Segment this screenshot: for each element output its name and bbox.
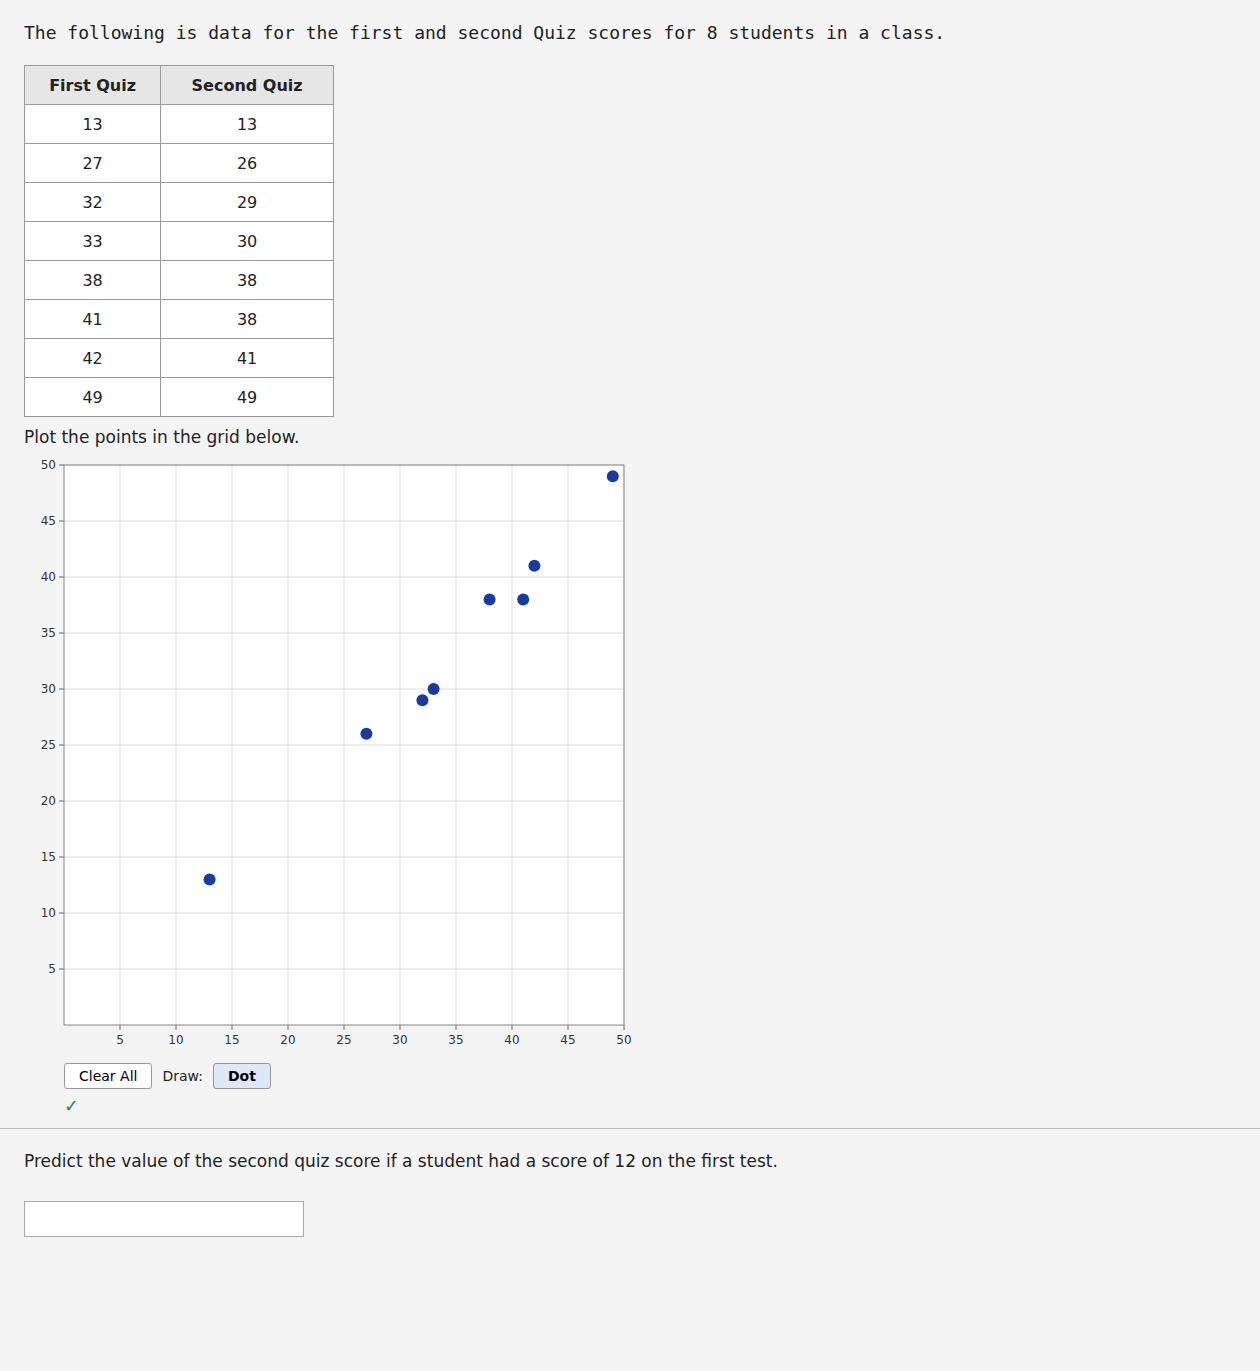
grid-line-y	[64, 969, 624, 970]
grid-line-y	[64, 801, 624, 802]
instruction: Plot the points in the grid below.	[24, 427, 1236, 447]
table-cell: 32	[25, 183, 161, 222]
tick-y	[59, 913, 64, 914]
title: The following is data for the first and …	[24, 22, 1236, 43]
tick-x	[624, 1025, 625, 1030]
table-cell: 38	[161, 261, 334, 300]
tick-x	[120, 1025, 121, 1030]
grid-line-y	[64, 577, 624, 578]
tick-label-x: 25	[336, 1033, 351, 1047]
tick-x	[176, 1025, 177, 1030]
grid-line-y	[64, 857, 624, 858]
tick-y	[59, 857, 64, 858]
button-row: Clear All Draw: Dot	[64, 1063, 1236, 1089]
draw-label: Draw:	[162, 1068, 203, 1084]
checkmark: ✓	[64, 1095, 1236, 1116]
tick-label-y: 15	[41, 850, 56, 864]
grid-line-y	[64, 521, 624, 522]
point	[360, 728, 372, 740]
tick-label-x: 45	[560, 1033, 575, 1047]
table-cell: 41	[161, 339, 334, 378]
tick-x	[512, 1025, 513, 1030]
table-cell: 26	[161, 144, 334, 183]
tick-label-y: 5	[48, 962, 56, 976]
tick-y	[59, 801, 64, 802]
table-row: 1313	[25, 105, 334, 144]
tick-y	[59, 521, 64, 522]
tick-label-x: 20	[280, 1033, 295, 1047]
point	[416, 694, 428, 706]
grid-line-y	[64, 633, 624, 634]
scatter-plot: 5 10 15 20 25 30 35 40 45 50 5 10 15 20 25 30 35 40 45 50	[24, 455, 644, 1055]
table-cell: 38	[161, 300, 334, 339]
point	[204, 873, 216, 885]
tick-label-y: 40	[41, 570, 56, 584]
tick-label-y: 50	[41, 458, 56, 472]
tick-label-x: 15	[224, 1033, 239, 1047]
tick-label-y: 25	[41, 738, 56, 752]
tick-label-y: 10	[41, 906, 56, 920]
tick-label-y: 30	[41, 682, 56, 696]
tick-x	[456, 1025, 457, 1030]
tick-x	[344, 1025, 345, 1030]
tick-label-y: 45	[41, 514, 56, 528]
table-header: First Quiz	[25, 66, 161, 105]
table-row: 2726	[25, 144, 334, 183]
table-cell: 30	[161, 222, 334, 261]
plot-frame	[64, 465, 624, 1025]
table-cell: 41	[25, 300, 161, 339]
table-row: 3838	[25, 261, 334, 300]
tick-y	[59, 577, 64, 578]
tick-label-x: 10	[168, 1033, 183, 1047]
table-row: 4949	[25, 378, 334, 417]
separator	[0, 1128, 1260, 1129]
predict-question: Predict the value of the second quiz sco…	[24, 1151, 1236, 1171]
tick-label-x: 40	[504, 1033, 519, 1047]
tick-label-y: 20	[41, 794, 56, 808]
tick-y	[59, 745, 64, 746]
point	[517, 593, 529, 605]
table-cell: 42	[25, 339, 161, 378]
point	[528, 560, 540, 572]
grid-line-y	[64, 913, 624, 914]
table-row: 4241	[25, 339, 334, 378]
point	[484, 593, 496, 605]
point	[428, 683, 440, 695]
tick-label-x: 30	[392, 1033, 407, 1047]
table-row: 4138	[25, 300, 334, 339]
tick-x	[288, 1025, 289, 1030]
grid-line-y	[64, 745, 624, 746]
tick-y	[59, 465, 64, 466]
table-cell: 38	[25, 261, 161, 300]
tick-x	[568, 1025, 569, 1030]
clear-button[interactable]: Clear All	[64, 1063, 152, 1089]
tick-y	[59, 689, 64, 690]
table-cell: 49	[25, 378, 161, 417]
table-cell: 13	[25, 105, 161, 144]
grid-line-y	[64, 689, 624, 690]
tick-x	[232, 1025, 233, 1030]
tick-y	[59, 633, 64, 634]
table-cell: 29	[161, 183, 334, 222]
point	[607, 470, 619, 482]
table-cell: 13	[161, 105, 334, 144]
tick-label-x: 35	[448, 1033, 463, 1047]
answer-box[interactable]	[24, 1201, 304, 1237]
table-row: 3229	[25, 183, 334, 222]
dot-button[interactable]: Dot	[213, 1063, 271, 1089]
points	[204, 470, 619, 885]
table-row: 3330	[25, 222, 334, 261]
tick-x	[400, 1025, 401, 1030]
table-header: Second Quiz	[161, 66, 334, 105]
data-table: First QuizSecond Quiz1313272632293330383…	[24, 65, 334, 417]
table-cell: 27	[25, 144, 161, 183]
table-cell: 49	[161, 378, 334, 417]
tick-label-y: 35	[41, 626, 56, 640]
tick-label-x: 5	[116, 1033, 124, 1047]
table-header-row: First QuizSecond Quiz	[25, 66, 334, 105]
tick-label-x: 50	[616, 1033, 631, 1047]
tick-y	[59, 969, 64, 970]
plot-area	[64, 465, 624, 1025]
table-cell: 33	[25, 222, 161, 261]
